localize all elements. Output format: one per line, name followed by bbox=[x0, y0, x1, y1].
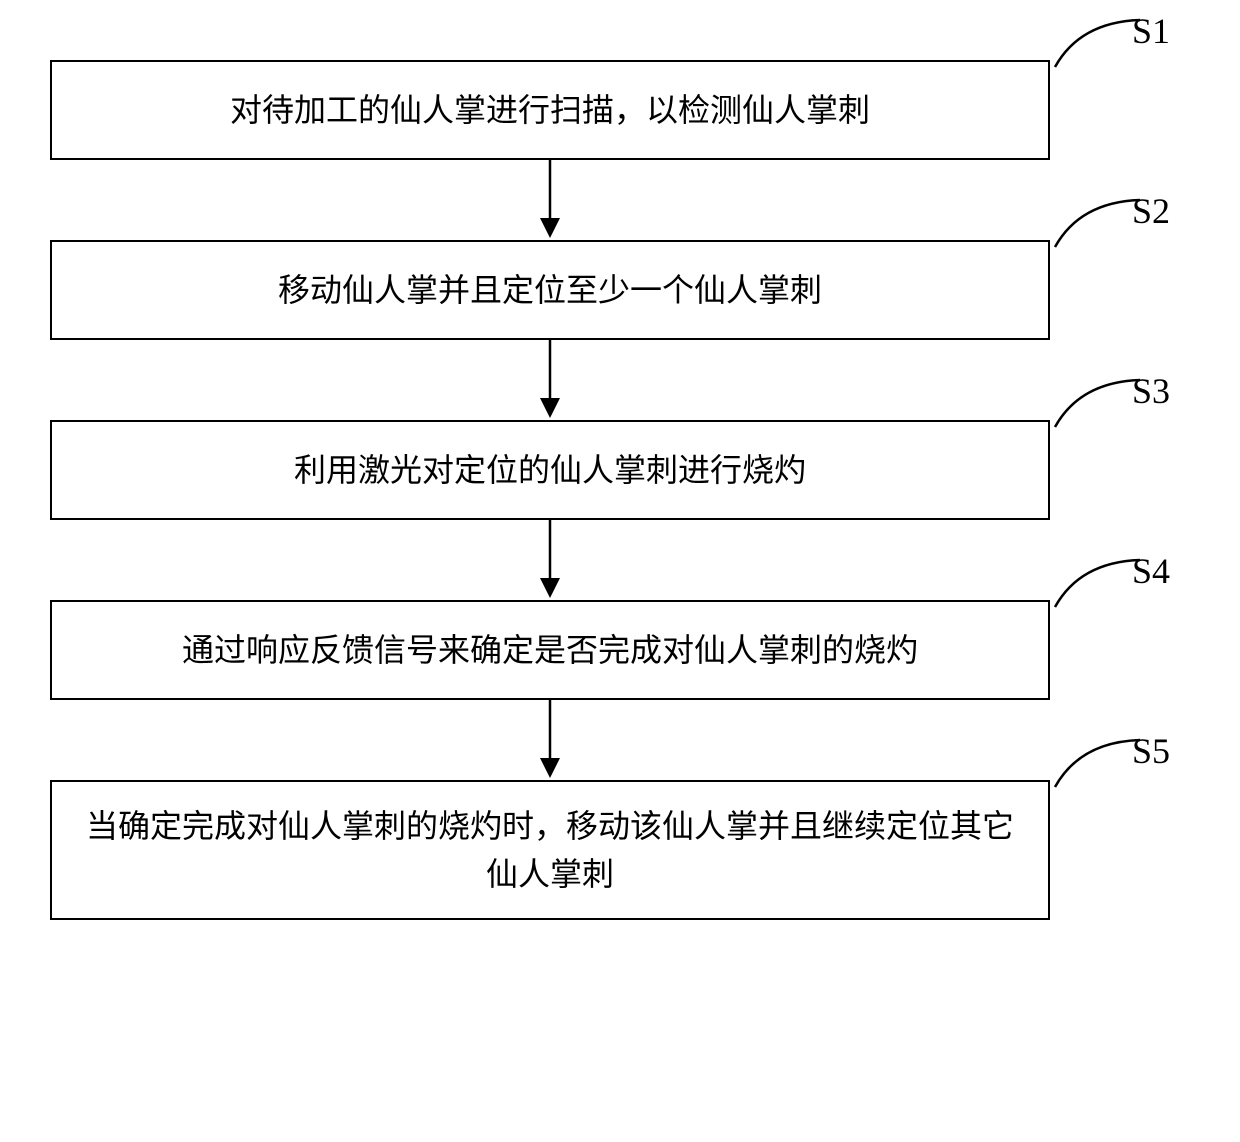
step-label-s4: S4 bbox=[1132, 550, 1170, 592]
step-box-4: 通过响应反馈信号来确定是否完成对仙人掌刺的烧灼 bbox=[50, 600, 1050, 700]
arrow-down-icon bbox=[530, 160, 570, 240]
step-container-1: S1 对待加工的仙人掌进行扫描，以检测仙人掌刺 bbox=[50, 60, 1190, 160]
arrow-3-4 bbox=[50, 520, 1050, 600]
step-box-1: 对待加工的仙人掌进行扫描，以检测仙人掌刺 bbox=[50, 60, 1050, 160]
step-container-5: S5 当确定完成对仙人掌刺的烧灼时，移动该仙人掌并且继续定位其它仙人掌刺 bbox=[50, 780, 1190, 920]
step-container-4: S4 通过响应反馈信号来确定是否完成对仙人掌刺的烧灼 bbox=[50, 600, 1190, 700]
arrow-down-icon bbox=[530, 700, 570, 780]
arrow-down-icon bbox=[530, 520, 570, 600]
step-text-4: 通过响应反馈信号来确定是否完成对仙人掌刺的烧灼 bbox=[182, 626, 918, 674]
step-box-3: 利用激光对定位的仙人掌刺进行烧灼 bbox=[50, 420, 1050, 520]
arrow-4-5 bbox=[50, 700, 1050, 780]
step-container-3: S3 利用激光对定位的仙人掌刺进行烧灼 bbox=[50, 420, 1190, 520]
step-text-1: 对待加工的仙人掌进行扫描，以检测仙人掌刺 bbox=[230, 86, 870, 134]
step-label-s2: S2 bbox=[1132, 190, 1170, 232]
arrow-2-3 bbox=[50, 340, 1050, 420]
step-container-2: S2 移动仙人掌并且定位至少一个仙人掌刺 bbox=[50, 240, 1190, 340]
step-box-5: 当确定完成对仙人掌刺的烧灼时，移动该仙人掌并且继续定位其它仙人掌刺 bbox=[50, 780, 1050, 920]
flowchart-container: S1 对待加工的仙人掌进行扫描，以检测仙人掌刺 S2 移动仙人掌并且定位至少一个… bbox=[50, 60, 1190, 920]
step-text-5: 当确定完成对仙人掌刺的烧灼时，移动该仙人掌并且继续定位其它仙人掌刺 bbox=[82, 802, 1018, 898]
step-text-3: 利用激光对定位的仙人掌刺进行烧灼 bbox=[294, 446, 806, 494]
arrow-1-2 bbox=[50, 160, 1050, 240]
step-text-2: 移动仙人掌并且定位至少一个仙人掌刺 bbox=[278, 266, 822, 314]
step-label-s5: S5 bbox=[1132, 730, 1170, 772]
step-label-s1: S1 bbox=[1132, 10, 1170, 52]
step-box-2: 移动仙人掌并且定位至少一个仙人掌刺 bbox=[50, 240, 1050, 340]
step-label-s3: S3 bbox=[1132, 370, 1170, 412]
arrow-down-icon bbox=[530, 340, 570, 420]
